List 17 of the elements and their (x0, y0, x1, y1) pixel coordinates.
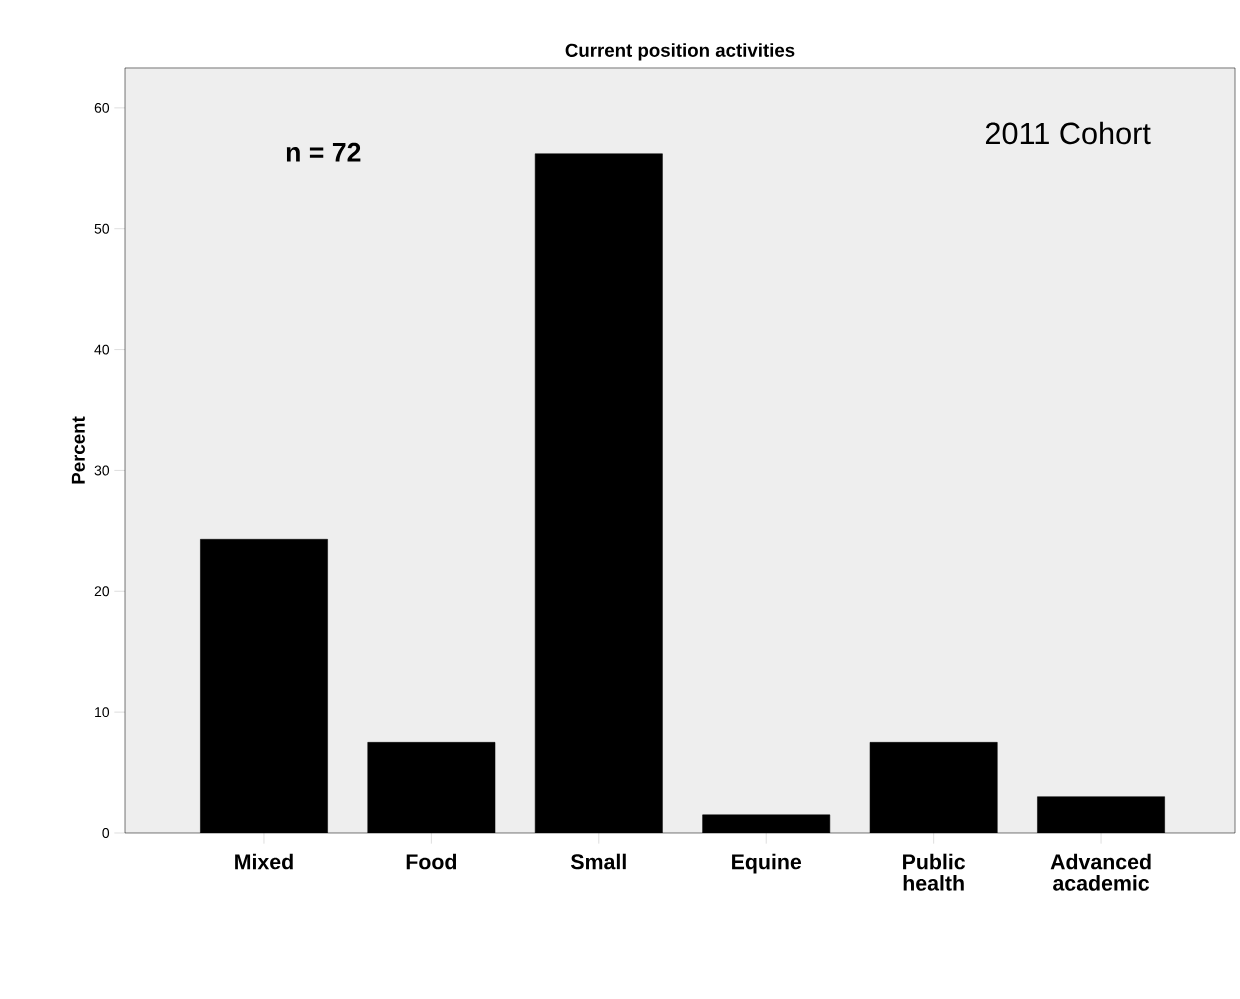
y-tick-label: 30 (94, 465, 110, 476)
x-tick-label: Advanced academic (1050, 853, 1151, 891)
y-axis-title: Percent (71, 416, 85, 484)
x-tick-label: Public health (903, 853, 966, 891)
x-tick-label: Equine (732, 853, 802, 874)
y-tick-label: 10 (95, 707, 110, 718)
chart-title: Current position activities (565, 43, 795, 61)
y-tick-label: 40 (94, 344, 110, 355)
x-tick-label: Food (406, 853, 457, 870)
annotation: 2011 Cohort (985, 121, 1151, 145)
y-tick-label: 20 (94, 586, 110, 597)
x-tick-label: Small (570, 853, 626, 870)
y-tick-label: 50 (94, 223, 110, 234)
x-tick-label: Mixed (235, 853, 293, 870)
y-tick-label: 0 (102, 828, 110, 838)
y-tick-label: 60 (94, 102, 110, 113)
annotation: n = 72 (286, 142, 361, 162)
